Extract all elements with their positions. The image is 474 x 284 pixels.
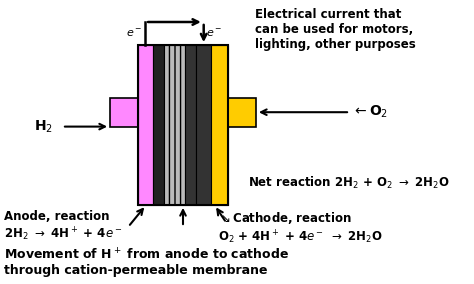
Bar [185,45,196,205]
Bar [138,45,153,205]
Text: $e^-$: $e^-$ [126,28,142,39]
Text: Movement of H$^+$ from anode to cathode
through cation-permeable membrane: Movement of H$^+$ from anode to cathode … [4,247,289,277]
Text: H$_2$: H$_2$ [34,118,53,135]
Text: $\searrow$Cathode, reaction
O$_2$ + 4H$^+$ + 4$e^-$ $\rightarrow$ 2H$_2$O: $\searrow$Cathode, reaction O$_2$ + 4H$^… [218,210,383,246]
Bar [110,98,138,127]
Bar [164,45,185,205]
Bar [138,45,228,205]
Text: Anode, reaction
2H$_2$ $\rightarrow$ 4H$^+$ + 4$e^-$: Anode, reaction 2H$_2$ $\rightarrow$ 4H$… [4,210,123,243]
Bar [196,45,211,205]
Bar [211,45,228,205]
Text: Net reaction 2H$_2$ + O$_2$ $\rightarrow$ 2H$_2$O: Net reaction 2H$_2$ + O$_2$ $\rightarrow… [248,175,449,191]
Text: $\leftarrow$O$_2$: $\leftarrow$O$_2$ [352,104,388,120]
Bar [153,45,164,205]
Text: Electrical current that
can be used for motors,
lighting, other purposes: Electrical current that can be used for … [255,8,416,51]
Text: $e^-$: $e^-$ [206,28,222,39]
Bar [228,98,256,127]
